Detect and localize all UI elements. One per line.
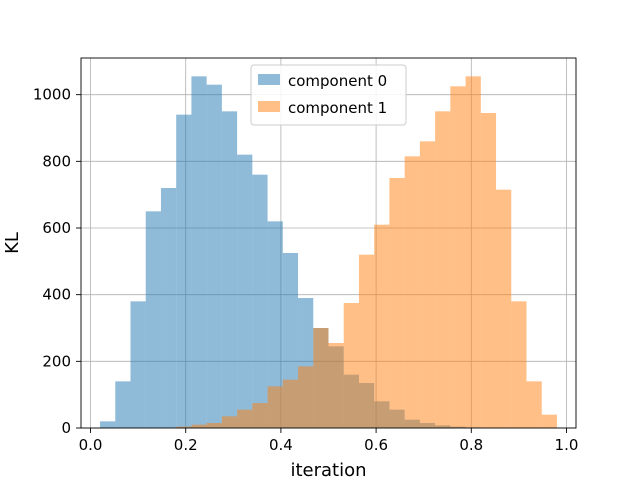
bar-series-1 xyxy=(496,189,512,428)
y-tick-label: 600 xyxy=(42,219,71,237)
x-tick-label: 0.8 xyxy=(459,436,483,454)
bar-series-1 xyxy=(282,379,299,428)
legend-label-component-0: component 0 xyxy=(288,72,387,90)
bar-series-1 xyxy=(313,328,329,428)
bar-series-1 xyxy=(526,381,542,428)
bar-series-0 xyxy=(252,174,268,428)
y-tick-label: 800 xyxy=(42,152,71,170)
bar-series-1 xyxy=(237,409,253,428)
legend-swatch-component-1 xyxy=(258,101,280,112)
legend-frame xyxy=(250,64,407,126)
y-tick-label: 200 xyxy=(42,352,71,370)
bar-series-0 xyxy=(237,154,253,428)
plot-frame xyxy=(80,57,577,429)
bar-series-1 xyxy=(480,113,497,428)
x-tick-label: 1.0 xyxy=(555,436,579,454)
bar-series-0 xyxy=(191,76,207,428)
bar-series-1 xyxy=(191,424,207,428)
bar-series-1 xyxy=(358,254,375,428)
bar-series-0 xyxy=(176,114,192,429)
bars xyxy=(100,76,557,429)
bar-series-1 xyxy=(252,403,268,428)
bar-series-1 xyxy=(298,366,314,428)
y-tick-label: 400 xyxy=(42,286,71,304)
bar-series-0 xyxy=(145,211,161,428)
bar-series-1 xyxy=(404,156,420,429)
y-axis-title: KL xyxy=(2,232,23,254)
bar-series-0 xyxy=(221,111,238,428)
bar-series-1 xyxy=(328,343,344,428)
bar-series-0 xyxy=(160,188,177,428)
x-tick-label: 0.2 xyxy=(174,436,198,454)
bar-series-1 xyxy=(374,224,390,428)
bar-series-1 xyxy=(206,423,222,428)
legend: component 0 component 1 xyxy=(250,64,407,126)
bar-series-0 xyxy=(267,221,283,428)
bar-series-0 xyxy=(100,421,116,428)
x-tick-label: 0.4 xyxy=(269,436,293,454)
bar-series-1 xyxy=(389,178,405,428)
bar-series-1 xyxy=(511,301,527,428)
bar-series-1 xyxy=(176,426,192,428)
bar-series-0 xyxy=(115,381,131,428)
bar-series-1 xyxy=(435,111,451,428)
x-axis-title: iteration xyxy=(290,460,366,480)
bar-series-1 xyxy=(267,386,283,428)
bar-series-1 xyxy=(450,86,466,428)
x-tick-label: 0.0 xyxy=(79,436,103,454)
bar-series-0 xyxy=(206,84,222,429)
legend-label-component-1: component 1 xyxy=(288,99,387,117)
bar-series-1 xyxy=(221,416,238,428)
x-tick-label: 0.6 xyxy=(364,436,388,454)
bar-series-1 xyxy=(541,414,557,428)
bar-series-1 xyxy=(419,141,436,429)
bar-series-1 xyxy=(465,76,481,428)
bar-series-1 xyxy=(343,303,359,428)
legend-swatch-component-0 xyxy=(258,74,280,85)
bar-series-0 xyxy=(130,301,146,428)
y-tick-label: 1000 xyxy=(33,86,71,104)
y-tick-label: 0 xyxy=(61,419,71,437)
axis-ticks: 0.0 0.2 0.4 0.6 0.8 1.0 0 200 400 600 800 1000 xyxy=(33,86,579,454)
